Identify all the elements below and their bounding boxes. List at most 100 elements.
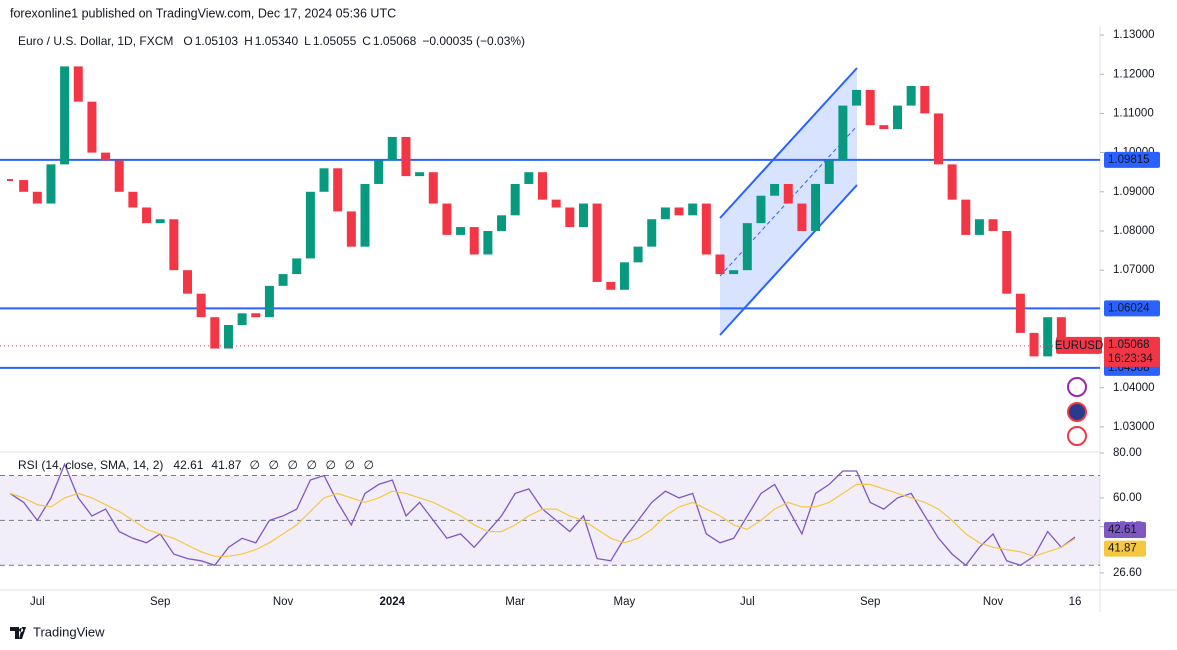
candle <box>551 199 561 208</box>
candle <box>688 203 698 216</box>
candle <box>101 152 111 161</box>
publish-header: forexonline1 published on TradingView.co… <box>10 6 396 20</box>
candle <box>660 207 670 220</box>
x-tick-label: Nov <box>983 596 1004 608</box>
candle <box>428 172 438 204</box>
y-tick-label: 1.13000 <box>1113 29 1155 41</box>
candle <box>278 274 288 286</box>
candle <box>606 281 616 290</box>
x-tick-label: Mar <box>505 596 525 608</box>
candle <box>374 160 384 184</box>
last-price-label: 1.05068 <box>1108 339 1150 351</box>
y-tick-label: 1.04000 <box>1113 382 1155 394</box>
y-tick-label: 60.00 <box>1113 492 1142 504</box>
candle <box>674 207 684 216</box>
y-tick-label: 1.08000 <box>1113 225 1155 237</box>
candle <box>415 172 425 177</box>
rsi-placeholder: ∅ <box>268 458 278 472</box>
candle <box>237 313 247 326</box>
x-tick-label: 2024 <box>380 596 406 608</box>
rsi-placeholder: ∅ <box>287 458 297 472</box>
event-icons <box>1067 377 1087 446</box>
x-tick-label: Sep <box>860 596 880 608</box>
y-tick-label: 80.00 <box>1113 447 1142 459</box>
change: −0.00035 (−0.03%) <box>422 34 525 48</box>
symbol-name: Euro / U.S. Dollar, 1D, FXCM <box>18 34 173 48</box>
rsi-placeholder: ∅ <box>363 458 373 472</box>
x-tick-label: Sep <box>150 596 170 608</box>
rsi-placeholder: ∅ <box>249 458 259 472</box>
rsi-value-badge <box>1104 540 1146 557</box>
candle <box>1015 293 1025 333</box>
candle <box>838 105 848 161</box>
candle <box>169 219 179 271</box>
rsi-placeholder: ∅ <box>325 458 335 472</box>
candle <box>46 164 56 204</box>
candle <box>715 254 725 275</box>
candle <box>19 180 29 192</box>
candle <box>292 258 302 275</box>
candle <box>128 191 138 208</box>
candle <box>483 230 493 255</box>
channel-lower <box>719 184 858 336</box>
candle <box>223 325 233 349</box>
candle <box>114 160 124 192</box>
x-tick-label: Jul <box>30 596 45 608</box>
candle <box>1043 317 1053 357</box>
candle <box>1056 317 1066 345</box>
countdown: 16:23:34 <box>1108 353 1153 365</box>
ohlc-key: C <box>362 34 371 48</box>
rsi-value-label: 42.61 <box>1108 524 1137 536</box>
brand-logo <box>10 627 26 639</box>
rsi-placeholder: ∅ <box>306 458 316 472</box>
candle <box>73 66 83 102</box>
candle <box>947 164 957 200</box>
candle <box>210 317 220 349</box>
candle <box>155 219 165 224</box>
ohlc-key: O <box>183 34 192 48</box>
symbol-badge <box>1056 336 1102 354</box>
level-label: 1.09815 <box>1108 154 1150 166</box>
candle <box>893 105 902 130</box>
candle <box>32 191 42 204</box>
candle <box>797 203 807 231</box>
candle <box>401 136 411 177</box>
price-badge <box>1104 336 1160 367</box>
x-tick-label: Nov <box>273 596 294 608</box>
candle <box>319 168 329 192</box>
x-tick-label: 16 <box>1069 596 1082 608</box>
candle <box>906 85 916 106</box>
y-tick-label: 1.09000 <box>1113 186 1155 198</box>
candle <box>565 207 575 228</box>
candle <box>333 168 343 212</box>
candle <box>811 183 821 231</box>
ohlc-value: 1.05055 <box>313 34 357 48</box>
x-tick-label: May <box>614 596 636 608</box>
ohlc-value: 1.05068 <box>373 34 417 48</box>
candle <box>360 183 370 247</box>
level-badge <box>1104 300 1160 317</box>
candle <box>387 136 397 161</box>
candle <box>1002 230 1012 294</box>
candle <box>824 160 834 184</box>
candle <box>592 203 602 282</box>
candle <box>60 66 70 165</box>
y-tick-label: 1.07000 <box>1113 264 1155 276</box>
candle <box>933 113 943 165</box>
candle <box>633 246 643 263</box>
rsi-value-label: 41.87 <box>1108 543 1137 555</box>
candle <box>701 203 711 255</box>
rsi-placeholder: ∅ <box>344 458 354 472</box>
candle <box>770 183 780 196</box>
candle <box>756 195 766 224</box>
rsi-title: RSI (14, close, SMA, 14, 2) <box>18 458 163 472</box>
candle <box>510 183 520 216</box>
level-badge <box>1104 151 1160 168</box>
rsi-line <box>9 483 1076 557</box>
candle <box>879 125 889 130</box>
candle <box>346 211 356 247</box>
candle <box>524 172 534 184</box>
ohlc-key: L <box>304 34 311 48</box>
